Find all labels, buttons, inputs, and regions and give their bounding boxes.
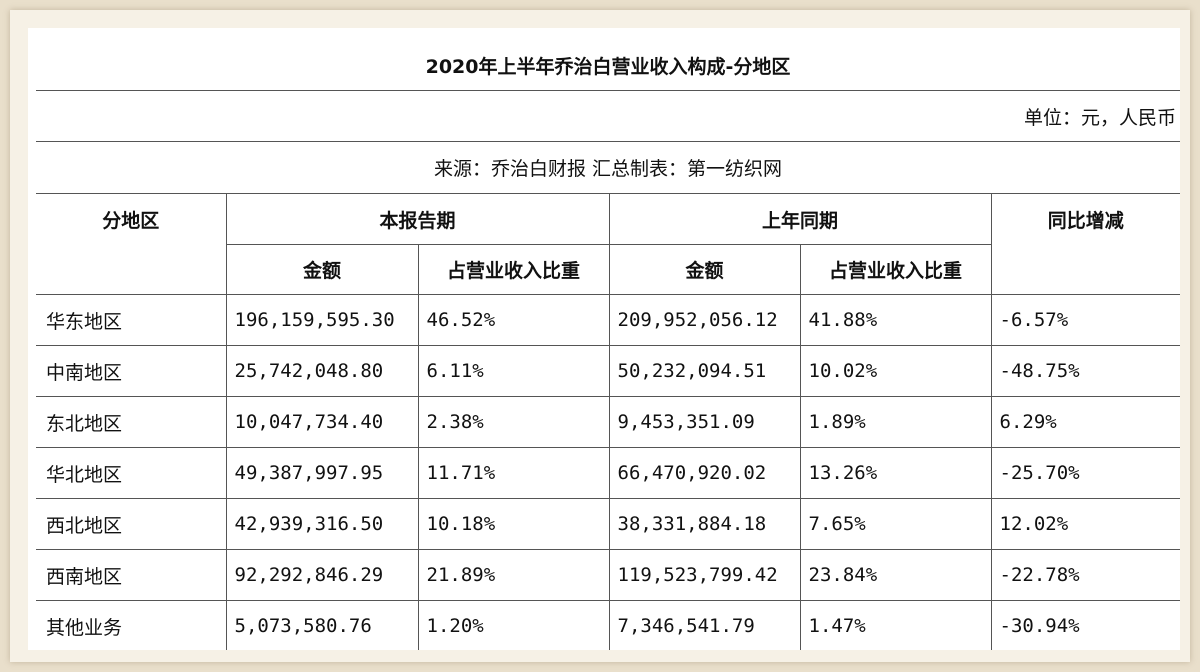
cell-prior-share: 1.47% [799,600,992,650]
cell-prior-share: 7.65% [799,498,992,550]
cell-current-amount: 92,292,846.29 [225,549,419,601]
cell-region: 西南地区 [36,549,227,601]
cell-region: 其他业务 [36,600,227,650]
table-title: 2020年上半年乔治白营业收入构成-分地区 [36,40,1180,91]
table-row: 华北地区 49,387,997.95 11.71% 66,470,920.02 … [36,447,1180,499]
cell-region: 华北地区 [36,447,227,499]
cell-current-share: 2.38% [417,396,610,448]
cell-prior-amount: 38,331,884.18 [608,498,801,550]
table-row: 其他业务 5,073,580.76 1.20% 7,346,541.79 1.4… [36,600,1180,650]
cell-region: 东北地区 [36,396,227,448]
cell-current-share: 11.71% [417,447,610,499]
table-row: 西南地区 92,292,846.29 21.89% 119,523,799.42… [36,549,1180,601]
header-prior-share: 占营业收入比重 [799,244,992,295]
cell-yoy: -6.57% [990,294,1180,346]
table-row: 东北地区 10,047,734.40 2.38% 9,453,351.09 1.… [36,396,1180,448]
cell-yoy: -30.94% [990,600,1180,650]
photo-frame: 2020年上半年乔治白营业收入构成-分地区 单位：元，人民币 来源：乔治白财报 … [10,10,1190,662]
header-current-amount: 金额 [225,244,419,295]
cell-current-amount: 196,159,595.30 [225,294,419,346]
cell-region: 西北地区 [36,498,227,550]
cell-prior-share: 23.84% [799,549,992,601]
cell-current-amount: 49,387,997.95 [225,447,419,499]
cell-current-amount: 10,047,734.40 [225,396,419,448]
cell-current-share: 46.52% [417,294,610,346]
cell-prior-amount: 119,523,799.42 [608,549,801,601]
revenue-by-region-table: 2020年上半年乔治白营业收入构成-分地区 单位：元，人民币 来源：乔治白财报 … [36,40,1180,650]
cell-region: 中南地区 [36,345,227,397]
cell-current-share: 10.18% [417,498,610,550]
cell-yoy: -22.78% [990,549,1180,601]
cell-current-amount: 5,073,580.76 [225,600,419,650]
cell-yoy: -25.70% [990,447,1180,499]
cell-current-share: 6.11% [417,345,610,397]
cell-prior-amount: 9,453,351.09 [608,396,801,448]
header-region: 分地区 [36,193,227,295]
cell-current-amount: 42,939,316.50 [225,498,419,550]
cell-prior-amount: 209,952,056.12 [608,294,801,346]
header-yoy: 同比增减 [990,193,1180,295]
cell-yoy: 12.02% [990,498,1180,550]
document-sheet: 2020年上半年乔治白营业收入构成-分地区 单位：元，人民币 来源：乔治白财报 … [28,28,1180,650]
cell-yoy: -48.75% [990,345,1180,397]
table-row: 中南地区 25,742,048.80 6.11% 50,232,094.51 1… [36,345,1180,397]
table-row: 华东地区 196,159,595.30 46.52% 209,952,056.1… [36,294,1180,346]
cell-current-amount: 25,742,048.80 [225,345,419,397]
header-prior-period: 上年同期 [608,193,992,245]
cell-prior-amount: 66,470,920.02 [608,447,801,499]
cell-yoy: 6.29% [990,396,1180,448]
header-current-share: 占营业收入比重 [417,244,610,295]
cell-current-share: 21.89% [417,549,610,601]
cell-prior-amount: 50,232,094.51 [608,345,801,397]
source-note: 来源：乔治白财报 汇总制表：第一纺织网 [36,141,1180,194]
cell-prior-share: 10.02% [799,345,992,397]
table-row: 西北地区 42,939,316.50 10.18% 38,331,884.18 … [36,498,1180,550]
cell-current-share: 1.20% [417,600,610,650]
cell-region: 华东地区 [36,294,227,346]
cell-prior-amount: 7,346,541.79 [608,600,801,650]
header-prior-amount: 金额 [608,244,801,295]
unit-note: 单位：元，人民币 [36,90,1180,142]
cell-prior-share: 41.88% [799,294,992,346]
header-current-period: 本报告期 [225,193,610,245]
cell-prior-share: 13.26% [799,447,992,499]
cell-prior-share: 1.89% [799,396,992,448]
